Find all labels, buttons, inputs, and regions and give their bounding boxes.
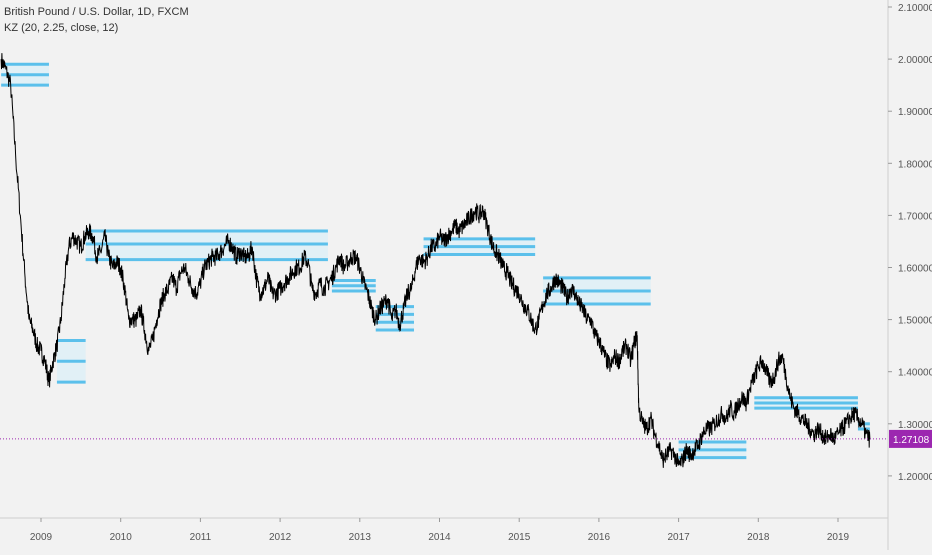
y-tick-label: 1.40000 xyxy=(898,368,932,379)
chart-legend: British Pound / U.S. Dollar, 1D, FXCM KZ… xyxy=(4,4,189,36)
x-tick-label: 2016 xyxy=(588,532,611,543)
y-tick-label: 1.50000 xyxy=(898,316,932,327)
key-zones-layer xyxy=(1,62,870,460)
y-tick-label: 1.30000 xyxy=(898,420,932,431)
x-tick-label: 2009 xyxy=(30,532,53,543)
y-tick-label: 1.60000 xyxy=(898,264,932,275)
y-tick-label: 1.90000 xyxy=(898,107,932,118)
y-tick-label: 1.20000 xyxy=(898,472,932,483)
x-tick-label: 2015 xyxy=(508,532,531,543)
last-price-label: 1.27108 xyxy=(893,435,930,446)
indicator-label[interactable]: KZ (20, 2.25, close, 12) xyxy=(4,22,119,34)
y-tick-label: 2.00000 xyxy=(898,55,932,66)
x-tick-label: 2019 xyxy=(827,532,850,543)
x-tick-label: 2018 xyxy=(747,532,770,543)
x-tick-label: 2017 xyxy=(667,532,690,543)
x-tick-label: 2010 xyxy=(110,532,133,543)
x-tick-label: 2014 xyxy=(428,532,451,543)
last-price-badge xyxy=(889,429,932,448)
x-tick-label: 2011 xyxy=(190,532,212,543)
price-series-layer xyxy=(0,53,871,468)
last-price-layer: 1.27108 xyxy=(0,429,932,448)
y-tick-label: 2.10000 xyxy=(898,3,932,14)
price-line xyxy=(0,53,871,468)
zone-fill xyxy=(375,306,414,331)
y-tick-label: 1.80000 xyxy=(898,159,932,170)
symbol-title[interactable]: British Pound / U.S. Dollar, 1D, FXCM xyxy=(4,6,189,18)
y-tick-label: 1.70000 xyxy=(898,211,932,222)
x-tick-label: 2013 xyxy=(349,532,372,543)
x-tick-label: 2012 xyxy=(269,532,292,543)
